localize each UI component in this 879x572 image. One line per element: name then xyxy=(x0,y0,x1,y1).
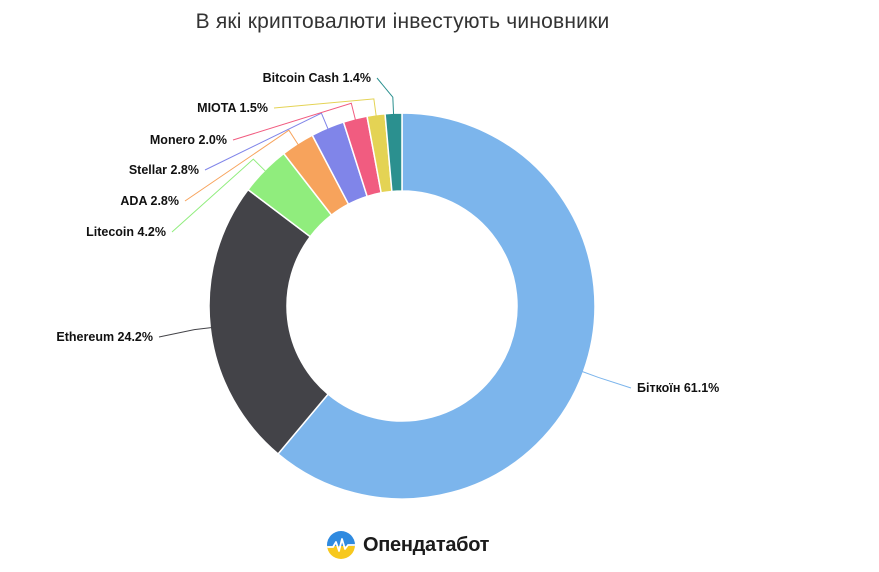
slice-біткоїн[interactable] xyxy=(276,112,596,500)
connector-monero xyxy=(232,102,357,141)
connector-ethereum xyxy=(158,327,213,338)
connector-miota xyxy=(273,98,377,117)
connector-litecoin xyxy=(171,158,267,233)
connector-bitcoin-cash xyxy=(376,77,395,116)
connector-біткоїн xyxy=(581,370,632,389)
brand-logo-icon xyxy=(327,531,355,559)
brand-name: Опендатабот xyxy=(363,533,490,556)
brand-logo[interactable]: Опендатабот xyxy=(326,528,489,562)
data-label-litecoin: Litecoin 4.2% xyxy=(86,225,166,239)
connectors-group xyxy=(158,77,632,389)
data-label-miota: MIOTA 1.5% xyxy=(197,101,268,115)
connector-ada xyxy=(184,129,300,202)
data-label-stellar: Stellar 2.8% xyxy=(129,163,199,177)
labels-group: Біткоїн 61.1% Ethereum 24.2% Litecoin 4.2%… xyxy=(56,71,719,395)
slice-bitcoin-cash[interactable] xyxy=(384,112,403,193)
data-label-monero: Monero 2.0% xyxy=(150,133,227,147)
slice-ethereum[interactable] xyxy=(208,188,330,455)
slices-group xyxy=(208,112,596,500)
connector-stellar xyxy=(204,112,329,171)
data-label-біткоїн: Біткоїн 61.1% xyxy=(637,381,719,395)
data-label-ada: ADA 2.8% xyxy=(120,194,179,208)
data-label-bitcoin-cash: Bitcoin Cash 1.4% xyxy=(263,71,371,85)
chart-title: В які криптовалюти інвестують чиновники xyxy=(195,10,610,33)
data-label-ethereum: Ethereum 24.2% xyxy=(56,330,153,344)
